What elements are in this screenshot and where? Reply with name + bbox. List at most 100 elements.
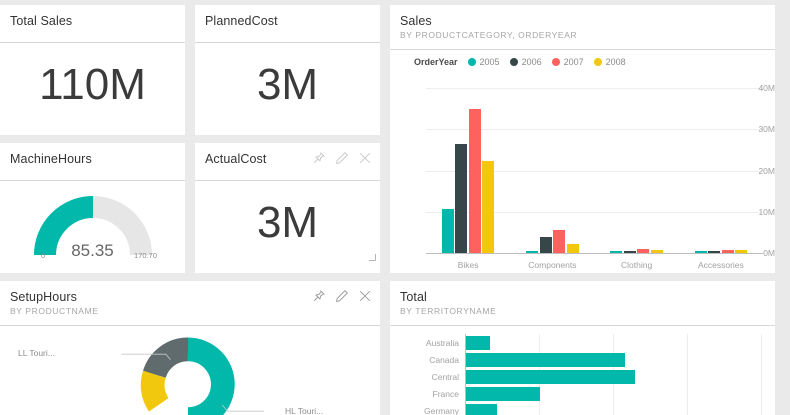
gauge-value-label: 85.35: [71, 241, 114, 260]
legend-swatch-0: [467, 58, 476, 66]
bar-france[interactable]: [466, 386, 540, 401]
bar-components-2006[interactable]: [539, 237, 552, 253]
tile-planned-cost-header: PlannedCost: [195, 5, 380, 43]
pencil-icon[interactable]: [335, 289, 349, 303]
legend-label-1: 2006: [521, 57, 542, 67]
gauge-max-label: 170.70: [134, 251, 157, 260]
bar-bikes-2008[interactable]: [482, 160, 495, 253]
total-sales-value: 110M: [39, 59, 146, 109]
gauge-min-label: 0: [41, 251, 46, 260]
total-plot-area[interactable]: Australia Canada Central France Germany: [390, 326, 775, 415]
bar-canada[interactable]: [466, 352, 626, 367]
bar-clothing-2005[interactable]: [610, 251, 623, 253]
bar-components-2005[interactable]: [526, 250, 539, 253]
tile-planned-cost-body: 3M: [195, 43, 380, 126]
bar-bikes-2007[interactable]: [468, 108, 481, 253]
bar-australia[interactable]: [466, 335, 491, 350]
legend-item-0[interactable]: 2005: [467, 57, 500, 67]
legend-item-2[interactable]: 2007: [551, 57, 584, 67]
gridline: [426, 129, 763, 131]
tile-setup-hours-body: LL Touri... HL Touri...: [0, 326, 380, 415]
legend-swatch-2: [551, 58, 560, 66]
bar-accessories-2007[interactable]: [721, 249, 734, 253]
setup-hours-donut[interactable]: LL Touri... HL Touri...: [0, 326, 380, 415]
close-icon[interactable]: [358, 289, 372, 303]
tile-total-title: Total: [400, 290, 427, 304]
tile-actual-cost-body: 3M: [195, 181, 380, 264]
bar-components-2008[interactable]: [566, 244, 579, 253]
bar-accessories-2006[interactable]: [708, 251, 721, 253]
x-axis-category-label: Bikes: [457, 260, 479, 270]
machine-hours-gauge[interactable]: 85.35 0 170.70: [0, 181, 185, 264]
gridline: [426, 170, 763, 172]
legend-swatch-3: [593, 58, 602, 66]
tile-total-body: Australia Canada Central France Germany: [390, 326, 775, 415]
x-axis-line: [426, 253, 763, 254]
tile-total-sales-header: Total Sales: [0, 5, 185, 43]
planned-cost-value: 3M: [256, 59, 319, 109]
bar-components-2007[interactable]: [553, 230, 566, 253]
tile-sales[interactable]: Sales BY PRODUCTCATEGORY, ORDERYEAR Orde…: [390, 5, 775, 273]
tile-setup-hours-actions[interactable]: [312, 289, 372, 303]
tile-machine-hours-header: MachineHours: [0, 143, 185, 181]
tile-setup-hours-subtitle: BY PRODUCTNAME: [10, 306, 99, 316]
bar-accessories-2008[interactable]: [735, 249, 748, 253]
bar-germany[interactable]: [466, 403, 498, 415]
tile-setup-hours-header: SetupHours BY PRODUCTNAME: [0, 281, 380, 326]
pin-icon[interactable]: [312, 151, 326, 165]
legend-item-3[interactable]: 2008: [593, 57, 626, 67]
bar-bikes-2005[interactable]: [441, 208, 454, 253]
tile-total-subtitle: BY TERRITORYNAME: [400, 306, 497, 316]
tile-actual-cost[interactable]: ActualCost 3M: [195, 143, 380, 273]
donut-label-ll-touring: LL Touri...: [18, 348, 55, 358]
tile-planned-cost[interactable]: PlannedCost 3M: [195, 5, 380, 135]
legend-swatch-1: [509, 58, 518, 66]
pin-icon[interactable]: [312, 289, 326, 303]
x-axis-category-label: Accessories: [697, 260, 744, 270]
y-axis-category-label: Central: [431, 371, 459, 382]
tile-total-header: Total BY TERRITORYNAME: [390, 281, 775, 326]
y-axis-tick-label: 10M: [758, 206, 775, 217]
tile-machine-hours[interactable]: MachineHours 85.35 0 170.70: [0, 143, 185, 273]
resize-handle[interactable]: [369, 254, 376, 261]
tile-sales-header: Sales BY PRODUCTCATEGORY, ORDERYEAR: [390, 5, 775, 50]
y-axis-category-label: Canada: [429, 354, 459, 365]
bar-clothing-2006[interactable]: [623, 251, 636, 253]
tile-planned-cost-title: PlannedCost: [205, 14, 278, 28]
tile-actual-cost-actions[interactable]: [312, 151, 372, 165]
y-axis-category-label: France: [432, 388, 459, 399]
tile-actual-cost-title: ActualCost: [205, 152, 267, 166]
y-axis-tick-label: 0M: [763, 248, 775, 258]
close-icon[interactable]: [358, 151, 372, 165]
x-axis-category-label: Clothing: [621, 260, 653, 270]
tile-sales-subtitle: BY PRODUCTCATEGORY, ORDERYEAR: [400, 30, 578, 40]
pencil-icon[interactable]: [335, 151, 349, 165]
legend-item-1[interactable]: 2006: [509, 57, 542, 67]
sales-plot-area[interactable]: 0M 10M 20M 30M 40M Bikes Components Clothing Acc…: [390, 80, 775, 273]
tile-sales-body: OrderYear 2005 2006 2007 2008 0: [390, 50, 775, 273]
gridline: [426, 88, 763, 89]
gridline: [426, 211, 763, 213]
sales-legend[interactable]: OrderYear 2005 2006 2007 2008: [390, 50, 775, 67]
tile-setup-hours-title: SetupHours: [10, 290, 78, 304]
donut-arcs[interactable]: [88, 332, 288, 415]
tile-total[interactable]: Total BY TERRITORYNAME Australia Canada Ce…: [390, 281, 775, 415]
legend-title: OrderYear: [414, 57, 458, 67]
bar-bikes-2006[interactable]: [455, 143, 468, 253]
tile-sales-title: Sales: [400, 14, 432, 28]
tile-setup-hours[interactable]: SetupHours BY PRODUCTNAME: [0, 281, 380, 415]
tile-total-sales[interactable]: Total Sales 110M: [0, 5, 185, 135]
gridline: [687, 334, 688, 415]
bar-clothing-2007[interactable]: [637, 249, 650, 253]
y-axis-category-label: Germany: [424, 405, 459, 415]
tile-machine-hours-title: MachineHours: [10, 152, 92, 166]
y-axis-tick-label: 20M: [758, 165, 775, 176]
bar-central[interactable]: [466, 369, 635, 384]
y-axis-tick-label: 40M: [758, 83, 775, 93]
bar-accessories-2005[interactable]: [694, 251, 707, 253]
legend-label-3: 2008: [605, 57, 626, 67]
tile-machine-hours-body: 85.35 0 170.70: [0, 181, 185, 264]
y-axis-line: [465, 334, 466, 415]
bar-clothing-2008[interactable]: [650, 249, 663, 253]
